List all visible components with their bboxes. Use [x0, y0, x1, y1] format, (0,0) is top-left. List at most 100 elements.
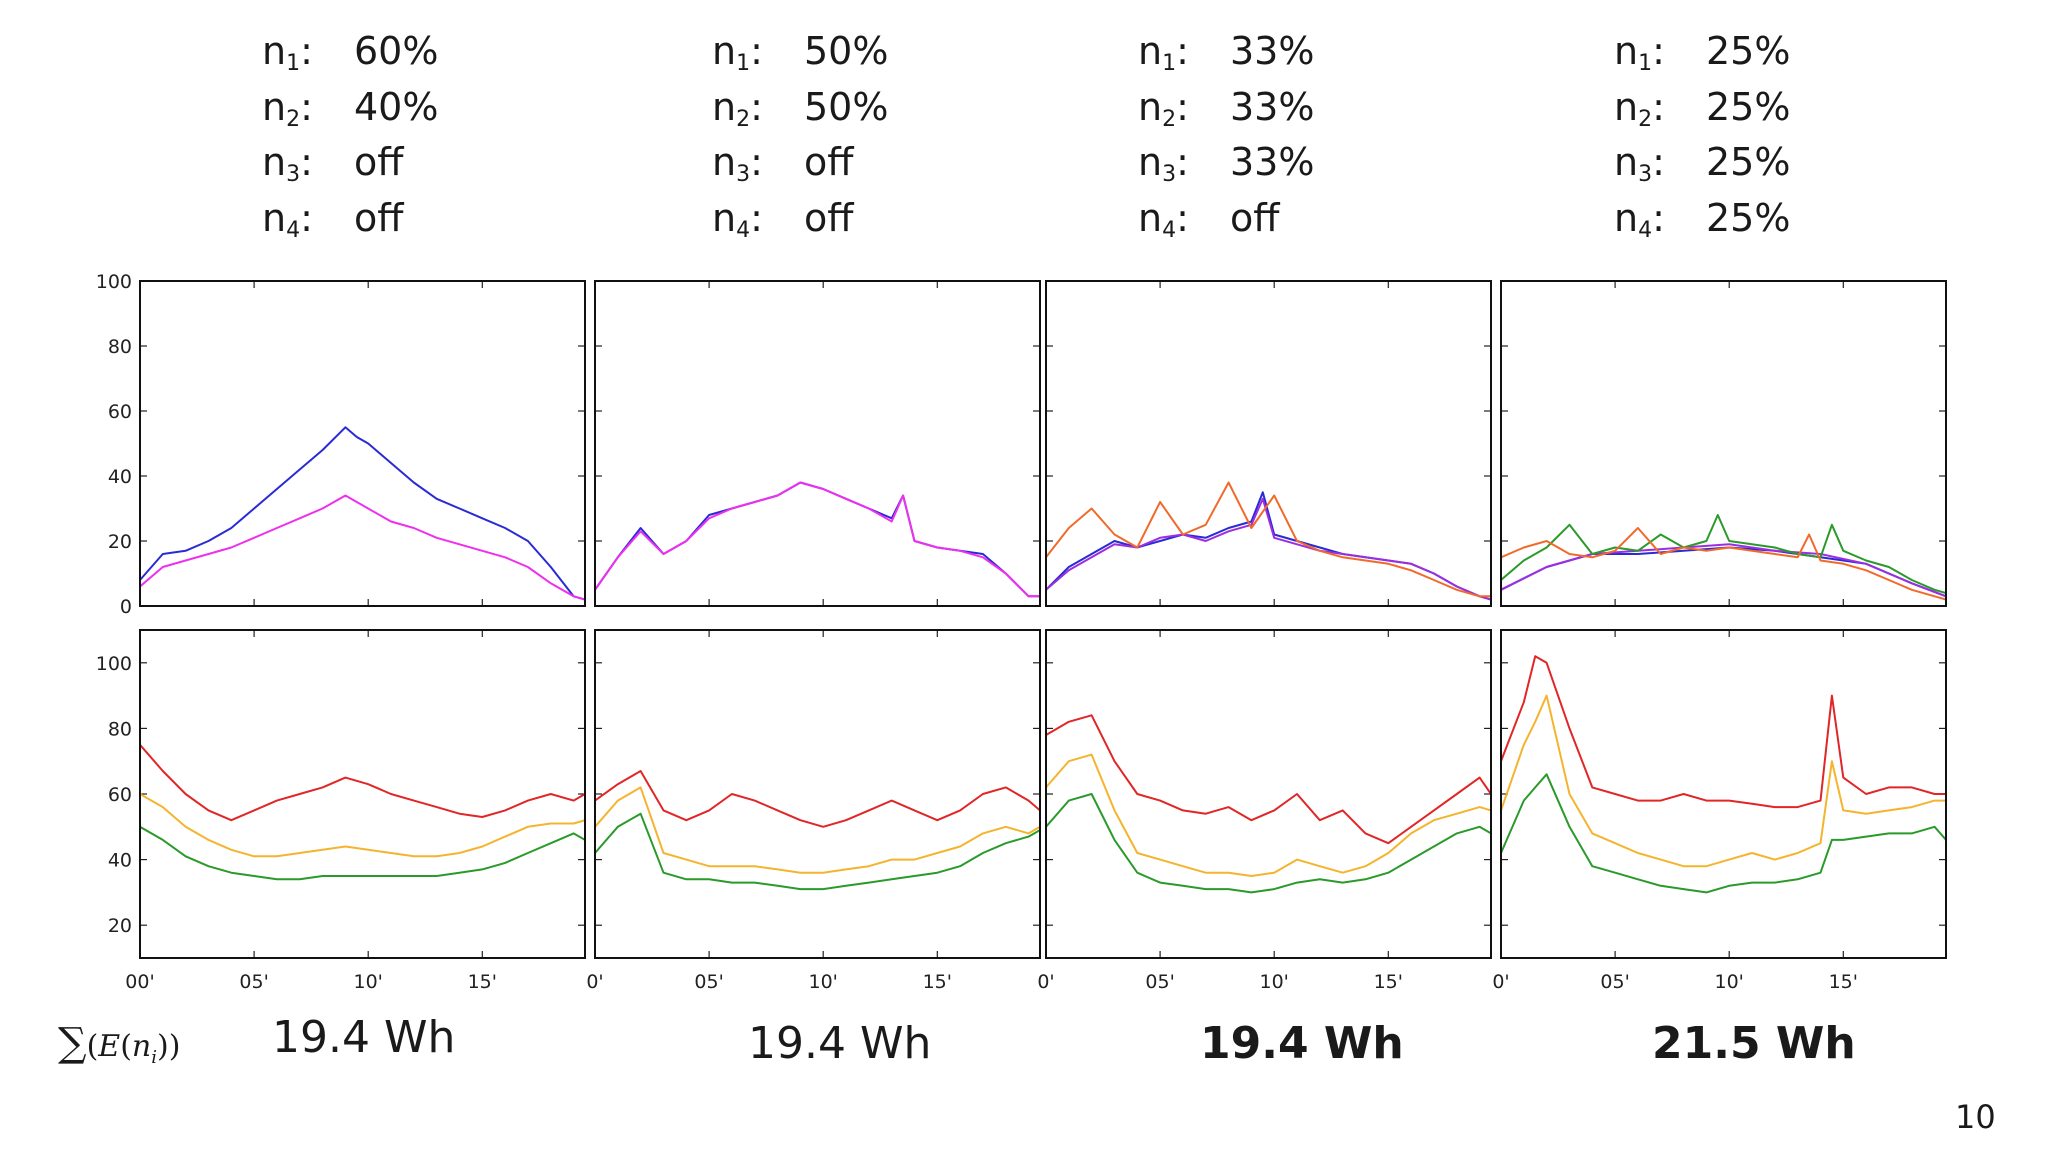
x-tick-label: 15' — [468, 971, 497, 993]
series-line-2 — [1046, 497, 1491, 601]
series-line-1 — [595, 481, 1040, 598]
x-tick-label: 15' — [1829, 971, 1858, 993]
series-line-2 — [140, 793, 585, 858]
series-line-1 — [595, 770, 1040, 828]
chart-panel-top-2 — [594, 280, 1041, 607]
x-tick-label: 0' — [1037, 971, 1054, 993]
x-tick-label: 10' — [809, 971, 838, 993]
config-row-n1: n1: 50% — [712, 29, 889, 76]
series-line-1 — [1501, 655, 1946, 809]
config-value: 25% — [1706, 84, 1791, 129]
y-tick-label: 0 — [120, 596, 132, 618]
series-line-2 — [1501, 694, 1946, 868]
config-value: off — [804, 195, 854, 240]
x-tick-label: 15' — [923, 971, 952, 993]
y-tick-label: 100 — [96, 271, 132, 293]
series-line-3 — [140, 825, 585, 881]
y-tick-label: 40 — [108, 850, 132, 872]
chart-panel-bottom-1: 100 80 60 40 20 00' 05' 10' 15' — [96, 629, 586, 993]
config-block-1: n1: 60% n2: 40% n3: off n4: off — [262, 24, 438, 246]
series-line-2 — [140, 494, 585, 601]
config-row-n4: n4: off — [1138, 195, 1280, 243]
config-row-n1: n1: 33% — [1138, 29, 1315, 76]
config-row-n4: n4: off — [712, 195, 854, 243]
x-tick-label: 00' — [125, 971, 154, 993]
x-tick-label: 05' — [239, 971, 268, 993]
x-tick-label: 0' — [1492, 971, 1509, 993]
config-value: off — [354, 195, 404, 240]
config-value: 33% — [1230, 140, 1315, 184]
y-tick-label: 80 — [108, 336, 132, 358]
config-value: 33% — [1230, 84, 1315, 129]
energy-value-3: 19.4 Wh — [1200, 1018, 1404, 1069]
series-line-2 — [1501, 543, 1946, 598]
plot-frame — [594, 280, 1041, 607]
x-tick-label: 05' — [1145, 971, 1174, 993]
x-tick-label: 10' — [1260, 971, 1289, 993]
energy-value-1: 19.4 Wh — [272, 1012, 456, 1063]
config-value: off — [354, 140, 404, 184]
chart-panel-top-1: 100 80 60 40 20 0 — [96, 271, 586, 618]
y-tick-label: 20 — [108, 531, 132, 553]
series-line-4 — [1501, 527, 1946, 601]
x-tick-label: 05' — [694, 971, 723, 993]
chart-panel-bottom-3: 0' 05' 10' 15' — [1037, 629, 1492, 993]
plot-frame — [1045, 629, 1492, 959]
config-row-n3: n3: off — [262, 140, 404, 187]
config-row-n2: n2: 33% — [1138, 84, 1315, 132]
config-value: 50% — [804, 84, 889, 129]
config-value: 25% — [1706, 140, 1791, 184]
series-line-3 — [1501, 773, 1946, 894]
config-row-n1: n1: 60% — [262, 29, 439, 76]
series-line-1 — [1501, 546, 1946, 598]
config-value: 50% — [804, 29, 889, 73]
series-line-3 — [1046, 481, 1491, 598]
plot-frame — [594, 629, 1041, 959]
config-block-3: n1: 33% n2: 33% n3: 33% n4: off — [1138, 24, 1314, 246]
page-number: 10 — [1955, 1098, 1996, 1136]
series-line-3 — [1501, 514, 1946, 594]
config-value: off — [1230, 195, 1280, 240]
chart-panel-bottom-2: 0' 05' 10' 15' — [586, 629, 1041, 993]
plot-frame — [139, 280, 586, 607]
y-tick-label: 20 — [108, 915, 132, 937]
series-line-1 — [140, 744, 585, 822]
config-value: 33% — [1230, 29, 1315, 73]
energy-sum-formula: ∑(E(ni)) — [58, 1020, 181, 1068]
x-tick-label: 05' — [1600, 971, 1629, 993]
series-line-1 — [140, 426, 585, 601]
config-row-n1: n1: 25% — [1614, 29, 1791, 76]
y-tick-label: 60 — [108, 784, 132, 806]
y-tick-label: 80 — [108, 718, 132, 740]
x-tick-label: 10' — [1715, 971, 1744, 993]
chart-panel-top-4 — [1500, 280, 1947, 607]
config-value: 40% — [354, 84, 439, 129]
config-row-n3: n3: 25% — [1614, 140, 1791, 187]
y-tick-label: 100 — [96, 653, 132, 675]
config-row-n3: n3: 33% — [1138, 140, 1315, 187]
charts-grid: 100 80 60 40 20 0 100 80 60 40 20 00' 05' 10' 15' 0' 05'… — [96, 271, 1947, 993]
y-tick-label: 60 — [108, 401, 132, 423]
x-tick-label: 0' — [586, 971, 603, 993]
config-value: off — [804, 140, 854, 184]
series-line-2 — [595, 481, 1040, 598]
x-tick-label: 10' — [354, 971, 383, 993]
config-block-2: n1: 50% n2: 50% n3: off n4: off — [712, 24, 888, 246]
config-row-n4: n4: off — [262, 195, 404, 243]
energy-value-2: 19.4 Wh — [748, 1018, 932, 1069]
chart-panel-top-3 — [1045, 280, 1492, 607]
x-tick-label: 15' — [1374, 971, 1403, 993]
plot-frame — [1500, 629, 1947, 959]
series-line-2 — [595, 786, 1040, 874]
config-row-n2: n2: 50% — [712, 84, 889, 132]
plot-frame — [1500, 280, 1947, 607]
series-line-3 — [595, 812, 1040, 891]
config-row-n2: n2: 25% — [1614, 84, 1791, 132]
series-line-2 — [1046, 753, 1491, 877]
config-value: 25% — [1706, 29, 1791, 73]
energy-value-4: 21.5 Wh — [1652, 1018, 1856, 1069]
config-value: 60% — [354, 29, 439, 73]
y-tick-label: 40 — [108, 466, 132, 488]
config-value: 25% — [1706, 195, 1791, 240]
